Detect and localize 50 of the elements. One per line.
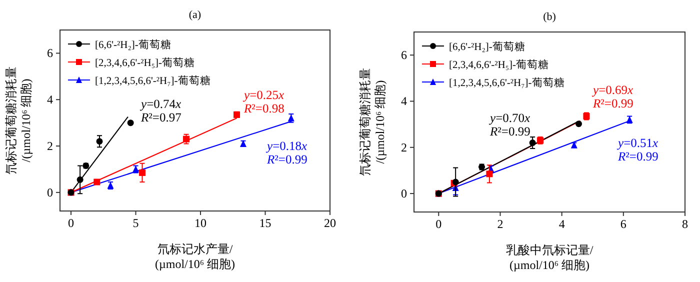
y-tick-label: 0 <box>47 185 53 200</box>
legend-label: [6,6'-²H₂]-葡萄糖 <box>449 40 526 53</box>
x-axis-title: 乳酸中氘标记量/ (µmol/10⁶ 细胞) <box>506 243 594 272</box>
x-tick-label: 10 <box>194 216 207 230</box>
annotation: y=0.70x <box>490 111 530 125</box>
x-tick-label: 0 <box>436 217 442 231</box>
x-tick-label: 0 <box>68 216 74 230</box>
y-tick-label: 4 <box>47 92 53 107</box>
point <box>127 120 134 126</box>
annotation: R²=0.99 <box>593 96 634 110</box>
point <box>138 169 146 176</box>
legend-label: [6,6'-²H₂]-葡萄糖 <box>95 38 172 51</box>
point <box>76 176 84 183</box>
y-tick-label: 2 <box>47 139 53 154</box>
x-tick-label: 8 <box>682 217 688 231</box>
annotation: y=0.74x <box>141 97 182 111</box>
y-tick-label: 6 <box>47 46 53 60</box>
point <box>94 178 100 186</box>
x-tick-label: 4 <box>558 217 565 231</box>
y-axis-title: 氘标记葡萄糖消耗量 /(µmol/10⁶ 细胞) <box>4 66 33 174</box>
y-tick-label: 4 <box>401 94 407 108</box>
annotation: y=0.69x <box>593 83 634 97</box>
x-tick-label: 2 <box>497 217 504 231</box>
legend-label: [1,2,3,4,5,6,6'-²H₇]-葡萄糖 <box>449 76 565 89</box>
legend-label: [2,3,4,6,6'-²H₅]-葡萄糖 <box>449 58 550 71</box>
x-tick-label: 6 <box>620 217 626 231</box>
point <box>529 140 536 146</box>
annotation: y=0.51x <box>618 136 658 150</box>
y-axis-title: 氘标记葡萄糖消耗量 /(µmol/10⁶ 细胞) <box>358 68 387 176</box>
annotation: R²=0.99 <box>267 152 308 166</box>
annotation: R²=0.99 <box>618 150 658 164</box>
legend-label: [2,3,4,6,6'-²H₅]-葡萄糖 <box>95 56 196 69</box>
x-tick-label: 15 <box>259 216 272 230</box>
annotation: R²=0.99 <box>490 124 530 138</box>
y-tick-label: 2 <box>401 140 407 154</box>
x-tick-label: 5 <box>132 216 139 230</box>
y-tick-label: 6 <box>401 48 407 62</box>
chart-title: (a) <box>188 9 202 21</box>
annotation: y=0.25x <box>244 88 284 102</box>
x-axis-title: 氘标记水产量/ (µmol/10⁶ 细胞) <box>154 242 236 271</box>
annotation: y=0.18x <box>267 139 308 153</box>
x-tick-label: 20 <box>324 216 336 230</box>
chart-title: (b) <box>543 11 556 23</box>
legend-label: [1,2,3,4,5,6,6'-²H₇]-葡萄糖 <box>95 74 211 87</box>
point <box>576 120 582 128</box>
point <box>486 170 493 178</box>
annotation: R²=0.97 <box>141 110 182 124</box>
y-tick-label: 0 <box>401 186 407 201</box>
annotation: R²=0.98 <box>244 102 284 116</box>
point <box>96 138 103 145</box>
